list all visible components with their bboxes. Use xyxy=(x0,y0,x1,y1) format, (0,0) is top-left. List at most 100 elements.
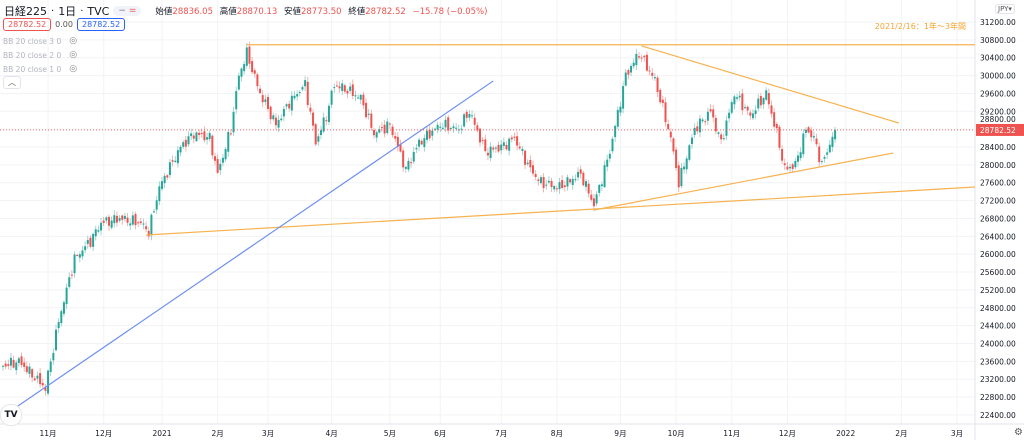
candle-body xyxy=(502,142,505,146)
candle-body xyxy=(614,125,617,138)
candle-body xyxy=(561,180,564,188)
time-tick-label: 8月 xyxy=(551,429,563,438)
candle-body xyxy=(492,147,495,150)
candle-body xyxy=(423,138,426,148)
candle-body xyxy=(592,198,595,207)
candle-body xyxy=(121,215,124,220)
eye-hidden-icon[interactable]: ◎ xyxy=(69,64,78,74)
rising-support-line xyxy=(593,152,894,211)
eye-hidden-icon[interactable]: ◎ xyxy=(69,50,78,60)
collapse-legend-button[interactable]: ︿ xyxy=(3,76,21,89)
candle-body xyxy=(765,90,768,100)
candle-body xyxy=(669,131,672,138)
currency-button[interactable]: JPY▾ xyxy=(995,4,1015,14)
candle-body xyxy=(380,127,383,129)
buy-button[interactable]: 28782.52 xyxy=(76,18,126,31)
candle-body xyxy=(227,132,230,152)
candle-body xyxy=(749,112,752,116)
candle-body xyxy=(810,130,813,138)
price-tick-label: 23600.00 xyxy=(980,357,1016,366)
candle-body xyxy=(757,98,760,109)
price-tick-label: 23200.00 xyxy=(980,375,1016,384)
candle-body xyxy=(778,126,781,148)
candle-body xyxy=(176,150,179,164)
candle-body xyxy=(256,74,259,87)
indicator-legend[interactable]: BB 20 close 3 0 ◎ xyxy=(3,36,77,46)
candle-body xyxy=(388,123,391,125)
price-tick-label: 28800.00 xyxy=(980,115,1016,124)
symbol-name[interactable]: 日経225 xyxy=(4,5,47,18)
sell-button[interactable]: 28782.52 xyxy=(3,18,52,31)
candle-body xyxy=(115,215,118,223)
candle-body xyxy=(312,112,315,126)
candle-body xyxy=(378,129,381,133)
candle-body xyxy=(129,223,132,226)
pill-right: = xyxy=(128,6,137,16)
ohlc-readout: 始値28836.05 高値28870.13 安値28773.50 終値28782… xyxy=(155,5,491,17)
indicator-legend[interactable]: BB 20 close 2 0 ◎ xyxy=(3,50,77,60)
candle-body xyxy=(537,179,540,181)
time-tick-label: 11月 xyxy=(40,429,57,438)
candle-body xyxy=(174,160,177,162)
candle-body xyxy=(741,93,744,111)
candle-body xyxy=(317,136,320,142)
candle-body xyxy=(359,94,362,100)
candle-body xyxy=(282,108,285,117)
candle-body xyxy=(550,180,553,188)
candles xyxy=(2,41,837,396)
candle-body xyxy=(603,165,606,188)
candle-body xyxy=(683,166,686,170)
tradingview-logo[interactable]: TV xyxy=(0,404,22,426)
candle-body xyxy=(611,138,614,152)
candle-body xyxy=(49,361,52,372)
candle-body xyxy=(577,171,580,178)
candle-body xyxy=(147,230,150,237)
candle-body xyxy=(802,133,805,155)
candle-body xyxy=(532,165,534,174)
annotation-text: 2021/2/16：1年〜3年間 xyxy=(874,22,966,31)
candle-body xyxy=(571,178,574,185)
candle-body xyxy=(274,117,277,126)
candle-body xyxy=(659,89,662,103)
candle-body xyxy=(383,124,386,134)
candle-body xyxy=(198,132,201,135)
candle-body xyxy=(449,127,452,129)
compare-toggle[interactable]: − = xyxy=(113,6,142,16)
candle-body xyxy=(786,166,789,170)
candle-body xyxy=(351,84,354,96)
settings-gear-icon[interactable]: ⚙ xyxy=(1014,427,1023,438)
candle-body xyxy=(354,95,357,97)
pill-left: − xyxy=(118,6,126,16)
eye-hidden-icon[interactable]: ◎ xyxy=(69,36,78,46)
candle-body xyxy=(253,70,256,74)
close-label: 終値 xyxy=(348,7,366,17)
candle-body xyxy=(267,96,269,109)
candle-body xyxy=(624,72,627,86)
time-tick-label: 12月 xyxy=(779,429,796,438)
candle-body xyxy=(86,239,89,244)
candle-body xyxy=(7,364,10,366)
candle-body xyxy=(92,233,95,247)
candle-body xyxy=(137,222,140,224)
candle-body xyxy=(89,237,92,247)
candle-body xyxy=(555,188,558,190)
candle-body xyxy=(410,162,413,164)
candle-body xyxy=(521,148,524,151)
candle-body xyxy=(675,149,678,169)
candle-body xyxy=(33,378,36,381)
candle-body xyxy=(812,136,815,138)
price-tick-label: 25600.00 xyxy=(980,268,1016,277)
indicator-legend[interactable]: BB 20 close 1 0 ◎ xyxy=(3,64,77,74)
interval[interactable]: 1日 xyxy=(58,5,77,18)
blue-trendline-line xyxy=(0,80,494,419)
high-value: 28870.13 xyxy=(236,7,278,17)
candle-body xyxy=(479,128,481,143)
candle-body xyxy=(288,103,291,109)
candle-body xyxy=(391,126,394,136)
candle-body xyxy=(322,117,325,132)
candle-body xyxy=(717,132,720,134)
candle-body xyxy=(105,217,108,221)
candle-body xyxy=(441,127,444,129)
candle-body xyxy=(235,91,238,110)
